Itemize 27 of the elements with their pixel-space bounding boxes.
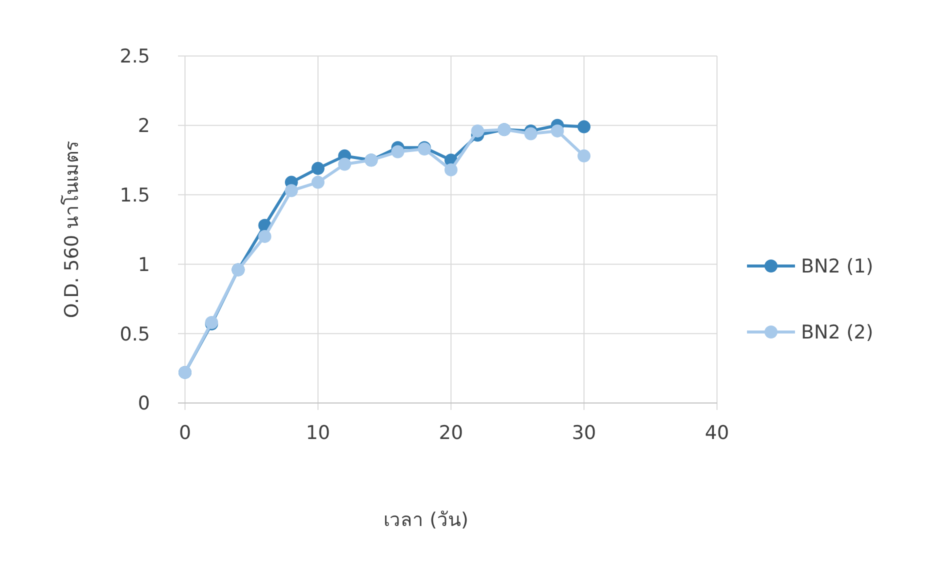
point bbox=[550, 124, 564, 138]
point bbox=[312, 176, 324, 189]
point bbox=[444, 163, 458, 176]
point bbox=[471, 124, 484, 138]
x-tick-label: 10 bbox=[306, 422, 330, 444]
legend-label: BN2 (1) bbox=[801, 256, 874, 278]
y-tick-label: 2 bbox=[138, 115, 150, 138]
x-tick-label: 20 bbox=[438, 422, 464, 444]
legend-label: BN2 (2) bbox=[801, 322, 874, 344]
y-axis-title: O.D. 560 นาโนเมตร bbox=[60, 140, 83, 318]
x-tick-label: 30 bbox=[572, 422, 596, 444]
point bbox=[524, 127, 538, 140]
y-tick-label: 1 bbox=[138, 254, 150, 276]
point bbox=[391, 145, 404, 158]
x-tick-label: 0 bbox=[178, 422, 192, 444]
point bbox=[312, 162, 324, 175]
point bbox=[578, 149, 590, 162]
point bbox=[284, 184, 298, 198]
x-tick-label: 40 bbox=[704, 422, 730, 444]
y-tick-label: 0.5 bbox=[120, 323, 150, 346]
y-tick-label: 0 bbox=[138, 392, 150, 415]
y-tick-label: 1.5 bbox=[120, 184, 150, 206]
point bbox=[258, 230, 272, 243]
point bbox=[578, 120, 590, 134]
x-axis-title: เวลา (วัน) bbox=[384, 509, 468, 531]
y-tick-label: 2.5 bbox=[120, 46, 150, 68]
point bbox=[338, 158, 352, 171]
